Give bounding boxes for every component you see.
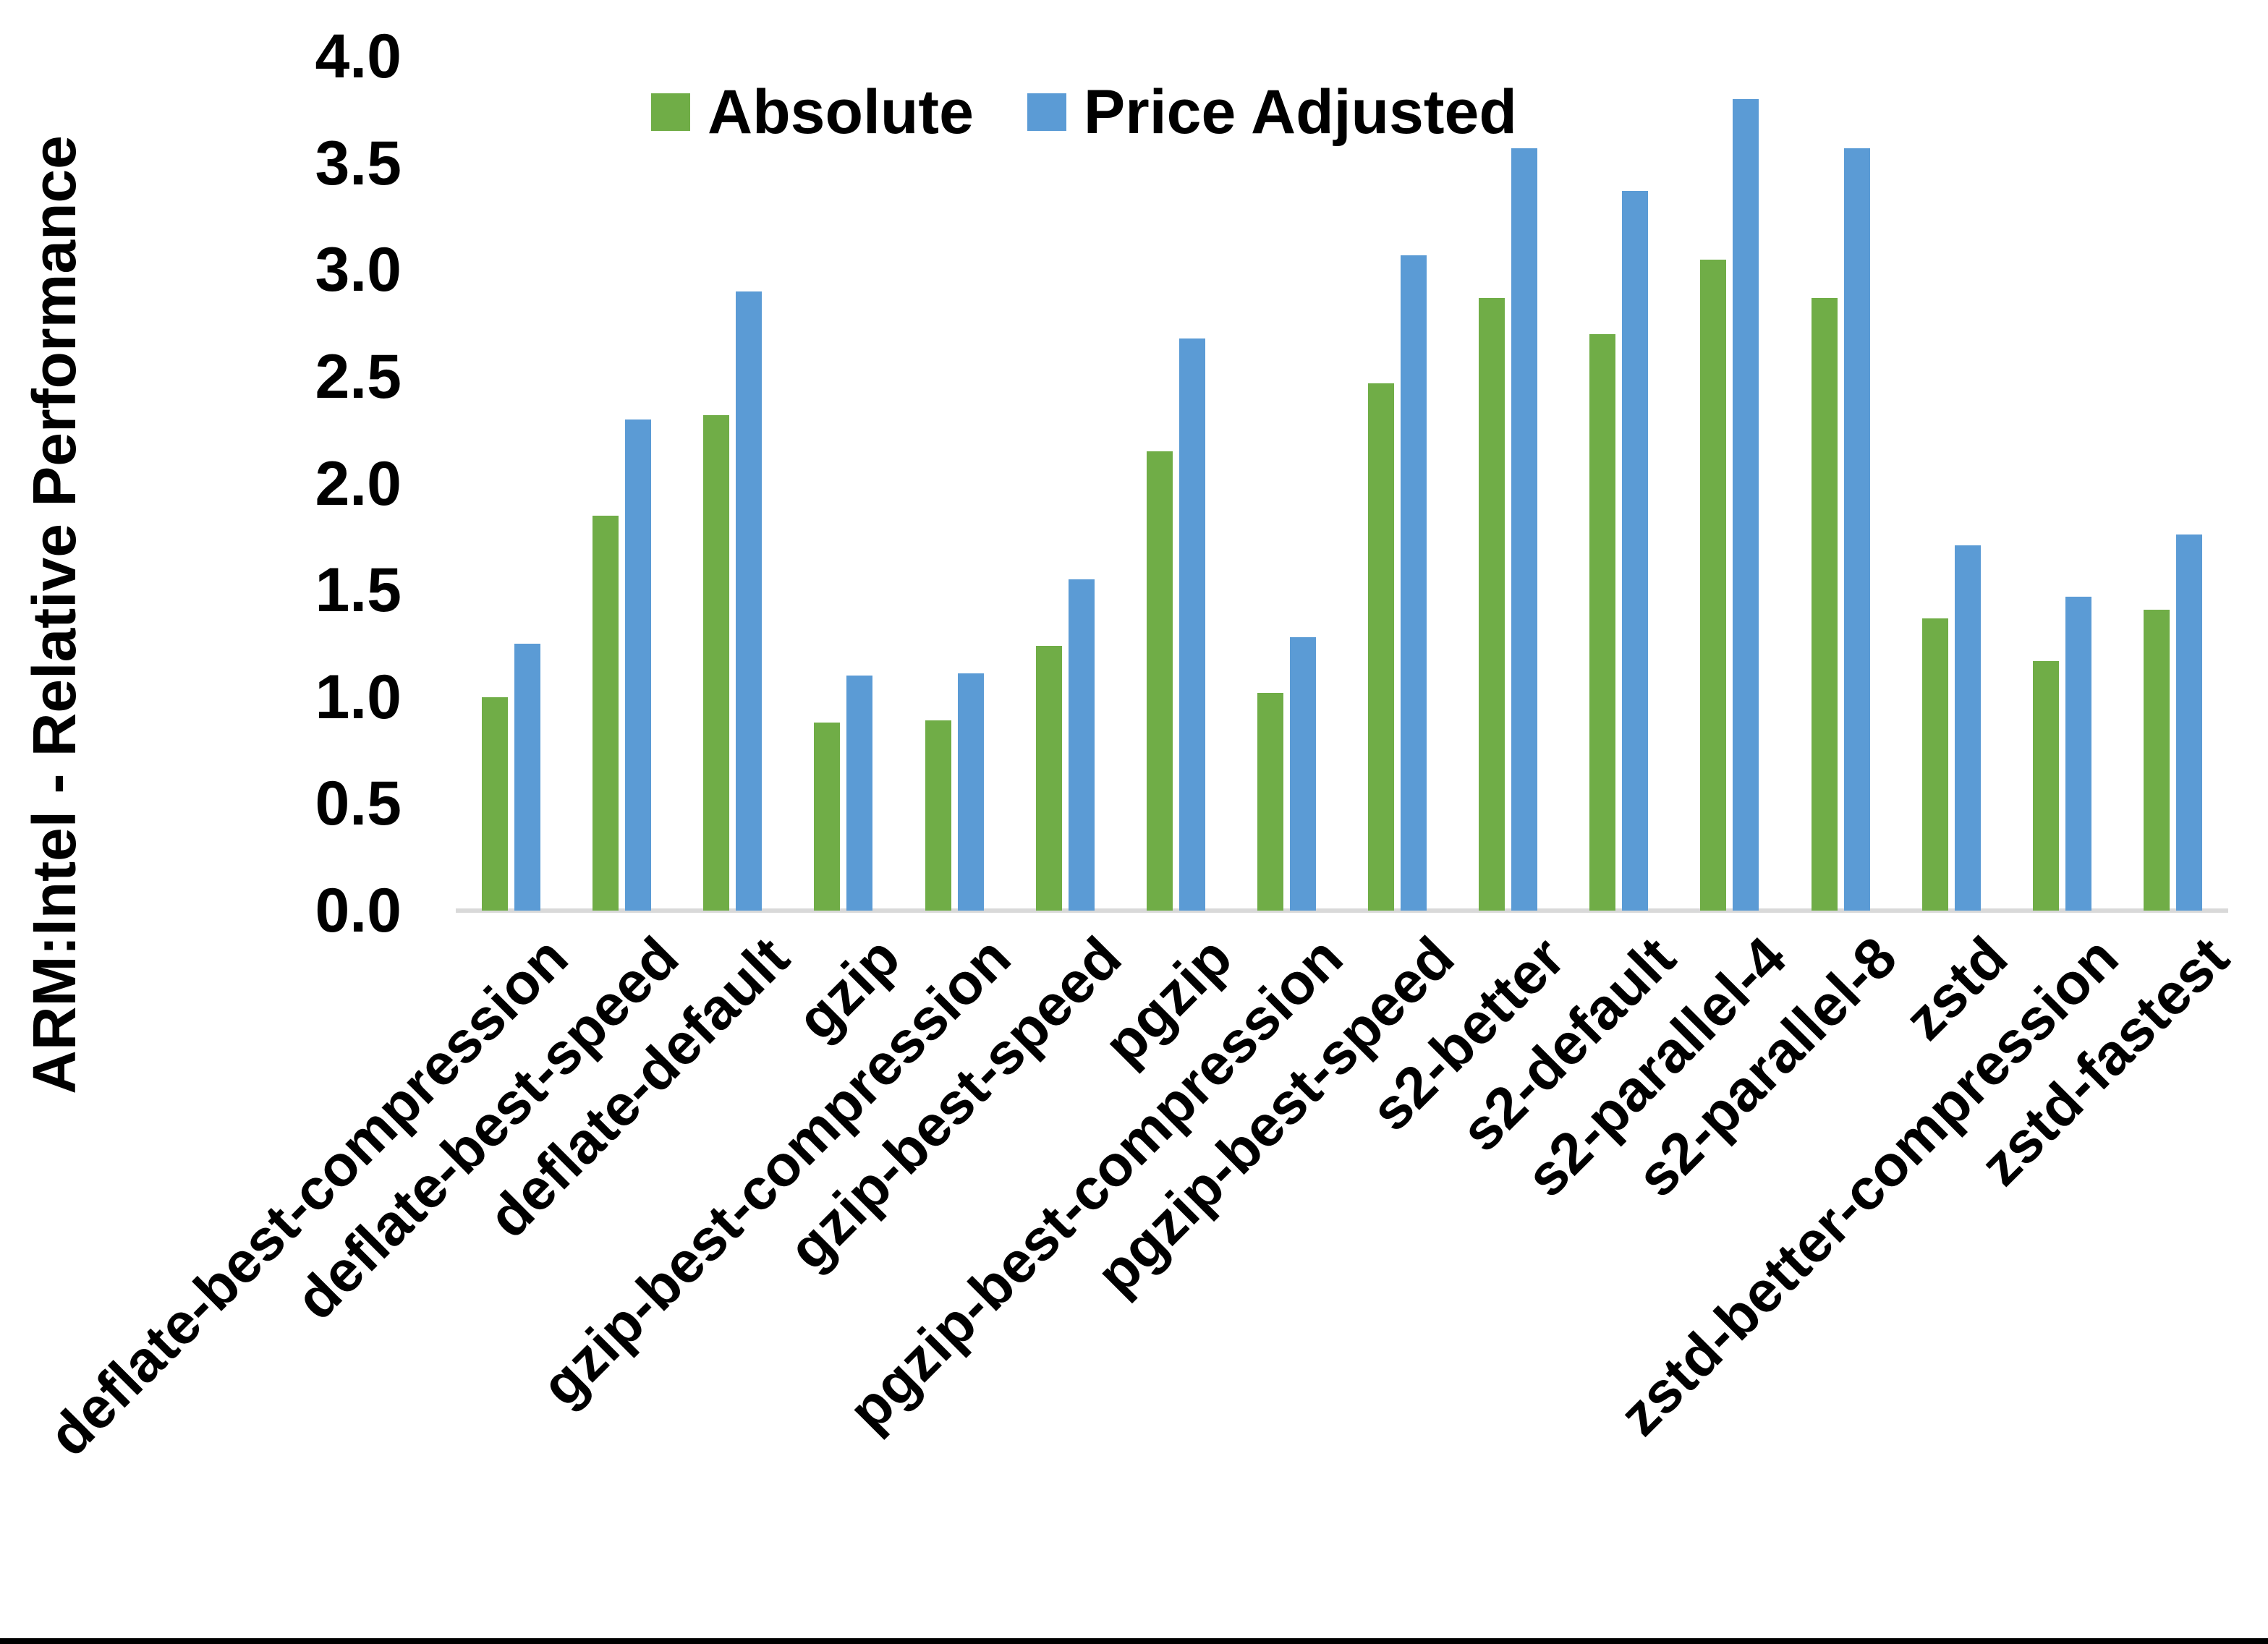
- bar-absolute: [1368, 383, 1395, 911]
- bar-group-pgzip-best-compression: [1257, 637, 1316, 911]
- bar-price-adjusted: [1178, 338, 1205, 911]
- bar-absolute: [1146, 451, 1173, 911]
- legend: Absolute Price Adjusted: [651, 81, 1517, 143]
- bar-group-deflate-best-speed: [593, 419, 652, 911]
- bar-absolute: [1479, 297, 1505, 911]
- bar-group-deflate-default: [703, 291, 763, 911]
- y-tick-label: 2.5: [315, 341, 402, 412]
- bar-price-adjusted: [1733, 99, 1759, 911]
- bar-group-s2-parallel-8: [1811, 148, 1870, 911]
- y-tick-label: 1.0: [315, 662, 402, 732]
- price-adjusted-series-swatch-icon: [1027, 93, 1066, 131]
- bar-group-s2-default: [1589, 191, 1649, 911]
- y-tick-label: 3.5: [315, 128, 402, 198]
- bar-absolute: [2143, 609, 2170, 911]
- bar-absolute: [1589, 333, 1616, 911]
- bar-price-adjusted: [1401, 255, 1427, 911]
- bar-price-adjusted: [625, 419, 652, 911]
- bar-price-adjusted: [736, 291, 763, 911]
- bar-group-s2-parallel-4: [1700, 99, 1759, 911]
- bar-absolute: [1700, 259, 1727, 911]
- x-axis-line: [456, 908, 2228, 913]
- bar-absolute: [1257, 692, 1283, 911]
- bar-absolute: [703, 415, 730, 911]
- bottom-border: [0, 1638, 2268, 1644]
- bar-price-adjusted: [846, 676, 873, 911]
- bar-absolute: [1035, 645, 1062, 911]
- bar-absolute: [2032, 660, 2059, 911]
- legend-item-absolute: Absolute: [651, 81, 974, 143]
- bar-price-adjusted: [2065, 596, 2091, 911]
- bar-price-adjusted: [957, 673, 984, 911]
- bar-group-gzip-best-compression: [925, 673, 984, 911]
- y-tick-label: 0.5: [315, 769, 402, 839]
- bar-price-adjusted: [1843, 148, 1870, 911]
- bar-absolute: [814, 723, 841, 911]
- bar-group-zstd: [1921, 545, 1981, 911]
- bar-group-gzip: [814, 676, 873, 911]
- bar-group-pgzip: [1146, 338, 1205, 911]
- bar-price-adjusted: [1954, 545, 1981, 911]
- bar-price-adjusted: [2175, 534, 2202, 911]
- bar-price-adjusted: [1622, 191, 1649, 911]
- legend-label-price-adjusted: Price Adjusted: [1083, 77, 1517, 147]
- absolute-series-swatch-icon: [651, 93, 690, 131]
- bar-absolute: [1811, 297, 1838, 911]
- legend-label-absolute: Absolute: [708, 77, 974, 147]
- bar-price-adjusted: [1289, 637, 1316, 911]
- y-tick-label: 2.0: [315, 448, 402, 519]
- bar-price-adjusted: [514, 643, 541, 911]
- bar-group-deflate-best-compression: [482, 643, 541, 911]
- bar-group-pgzip-best-speed: [1368, 255, 1427, 911]
- y-tick-label: 0.0: [315, 876, 402, 945]
- legend-item-price-adjusted: Price Adjusted: [1027, 81, 1517, 143]
- bar-group-gzip-best-speed: [1035, 579, 1095, 911]
- bar-group-zstd-better-compression: [2032, 596, 2091, 911]
- bar-price-adjusted: [1068, 579, 1095, 911]
- bar-absolute: [593, 515, 619, 911]
- bar-price-adjusted: [1511, 148, 1538, 911]
- bar-group-s2-better: [1479, 148, 1538, 911]
- bar-absolute: [1921, 618, 1948, 911]
- y-tick-label: 1.5: [315, 555, 402, 626]
- y-tick-label: 3.0: [315, 235, 402, 305]
- y-tick-label: 4.0: [315, 22, 402, 91]
- bar-absolute: [925, 720, 951, 911]
- bar-absolute: [482, 697, 509, 911]
- bar-group-zstd-fastest: [2143, 534, 2202, 911]
